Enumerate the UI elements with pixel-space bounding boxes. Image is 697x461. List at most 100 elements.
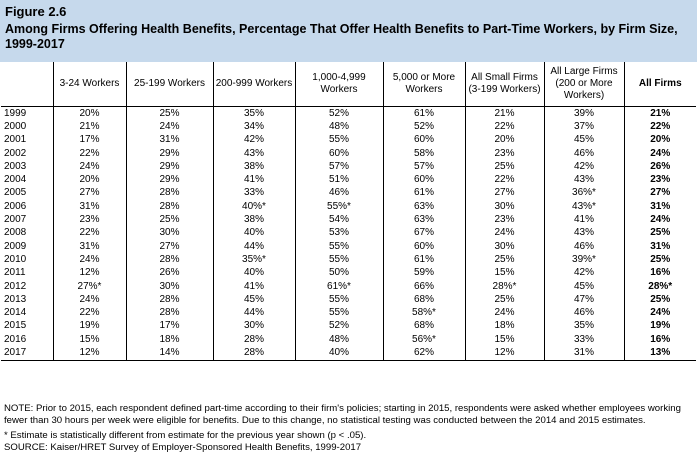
table-cell: 18% [464,319,544,334]
table-cell: 31% [52,239,126,254]
table-cell: 30% [464,200,544,214]
table-cell: 36%* [543,186,624,201]
table-cell: 28% [125,200,213,214]
table-cell: 42% [543,266,624,280]
column-header: 5,000 or More Workers [382,62,465,107]
year-cell: 2002 [4,147,27,159]
year-cell: 2001 [4,134,27,146]
table-row: 2005 27% 28% 33% 46% 61% 27% 36%* 27% [1,186,696,201]
table-cell: 61% [382,106,465,121]
table-row: 2013 24% 28% 45% 55% 68% 25% 47% 25% [1,293,696,307]
year-cell: 2016 [4,333,27,345]
source-note: SOURCE: Kaiser/HRET Survey of Employer-S… [4,442,362,453]
column-header: 1,000-4,999 Workers [294,62,383,107]
table-cell: 38% [212,213,295,227]
column-header: All Small Firms (3-199 Workers) [464,62,544,107]
table-cell: 38% [212,160,295,174]
table-cell: 24% [52,253,126,267]
table-cell: 45% [543,279,624,294]
all-firms-cell: 13% [623,346,696,361]
table-cell: 12% [52,346,126,361]
table-row: 2016 15% 18% 28% 48% 56%* 15% 33% 16% [1,333,696,347]
table-cell: 60% [382,133,465,147]
table-cell: 58% [382,146,465,161]
table-cell: 25% [464,293,544,307]
table-cell: 29% [125,146,213,161]
table-cell: 67% [382,226,465,240]
table-cell: 68% [382,319,465,334]
table-cell: 35% [543,319,624,334]
year-cell: 2000 [4,120,27,132]
table-cell: 50% [294,266,383,280]
table-cell: 55% [294,133,383,147]
table-cell: 22% [464,173,544,187]
table-cell: 58%* [382,306,465,320]
table-cell: 30% [125,279,213,294]
column-header: 200-999 Workers [212,62,295,107]
table-cell: 22% [52,306,126,320]
table-cell: 24% [125,120,213,134]
table-cell: 21% [464,106,544,121]
table-cell: 68% [382,293,465,307]
all-firms-cell: 25% [623,293,696,307]
all-firms-cell: 26% [623,160,696,174]
table-row: 2004 20% 29% 41% 51% 60% 22% 43% 23% [1,173,696,187]
table-cell: 31% [543,346,624,361]
table-cell: 54% [294,213,383,227]
table-cell: 46% [543,239,624,254]
table-cell: 60% [294,146,383,161]
table-cell: 60% [382,173,465,187]
table-cell: 28% [125,253,213,267]
table-cell: 41% [543,213,624,227]
table-cell: 22% [464,120,544,134]
table-cell: 33% [543,333,624,347]
table-cell: 57% [382,160,465,174]
table-cell: 33% [212,186,295,201]
table-cell: 45% [543,133,624,147]
table-cell: 61% [382,253,465,267]
table-cell: 31% [125,133,213,147]
table-cell: 28% [212,346,295,361]
table-cell: 31% [52,200,126,214]
year-cell: 2008 [4,227,27,239]
table-cell: 46% [543,306,624,320]
all-firms-cell: 23% [623,173,696,187]
table-cell: 17% [52,133,126,147]
table-cell: 42% [212,133,295,147]
table-cell: 43% [543,226,624,240]
table-cell: 61%* [294,279,383,294]
table-cell: 28% [125,306,213,320]
table-cell: 62% [382,346,465,361]
table-cell: 47% [543,293,624,307]
table-cell: 25% [125,213,213,227]
year-cell: 2007 [4,214,27,226]
table-cell: 23% [464,213,544,227]
table-cell: 25% [464,160,544,174]
table-cell: 30% [464,239,544,254]
table-cell: 27% [52,186,126,201]
data-table: 3-24 Workers 25-199 Workers 200-999 Work… [1,62,696,361]
year-cell: 2015 [4,320,27,332]
table-cell: 23% [52,213,126,227]
table-cell: 41% [212,173,295,187]
table-row: 2017 12% 14% 28% 40% 62% 12% 31% 13% [1,346,696,361]
table-cell: 44% [212,306,295,320]
header-row: 3-24 Workers 25-199 Workers 200-999 Work… [1,62,696,107]
table-cell: 43%* [543,200,624,214]
column-header-year [1,62,53,107]
all-firms-cell: 21% [623,106,696,121]
table-cell: 37% [543,120,624,134]
table-cell: 43% [543,173,624,187]
year-cell: 2003 [4,160,27,172]
table-cell: 22% [52,226,126,240]
table-cell: 20% [464,133,544,147]
column-header: All Large Firms (200 or More Workers) [543,62,624,107]
table-cell: 56%* [382,333,465,347]
table-cell: 39% [543,106,624,121]
table-cell: 24% [52,293,126,307]
all-firms-cell: 31% [623,239,696,254]
column-header-all-firms: All Firms [623,62,696,107]
table-cell: 24% [464,226,544,240]
table-cell: 29% [125,173,213,187]
table-cell: 45% [212,293,295,307]
